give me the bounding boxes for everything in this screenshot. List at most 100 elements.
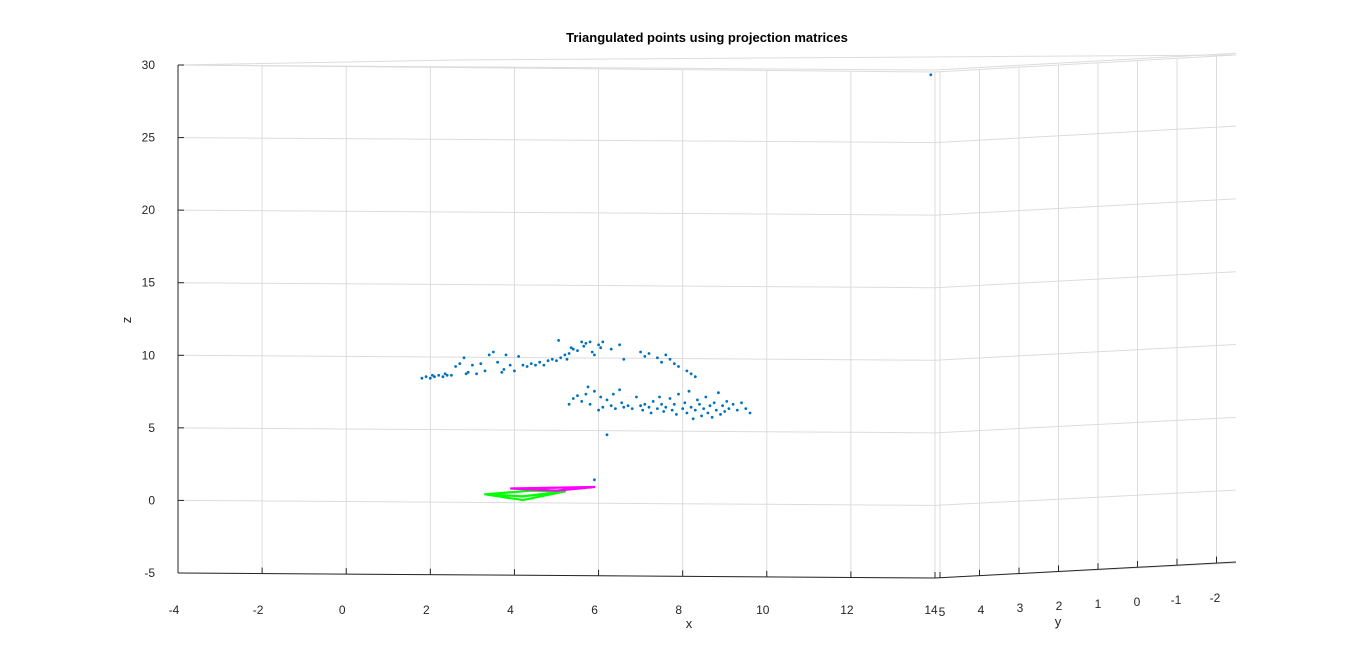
data-point <box>706 411 710 415</box>
data-point <box>693 408 697 412</box>
data-point <box>580 400 584 403</box>
y-tick-labels: 5 4 3 2 1 0 -1 -2 <box>939 591 1221 619</box>
x-tick-label: -2 <box>253 603 264 617</box>
data-point <box>433 375 436 379</box>
data-point <box>593 478 596 482</box>
data-point <box>721 404 724 408</box>
data-point <box>450 373 453 377</box>
data-point <box>420 376 424 380</box>
y-tick-label: 3 <box>1017 601 1024 615</box>
data-point <box>691 417 695 421</box>
data-point <box>664 405 668 409</box>
data-point <box>714 408 718 412</box>
data-point <box>735 408 739 412</box>
data-point <box>471 363 474 367</box>
data-point <box>492 350 495 354</box>
data-point <box>521 363 525 367</box>
data-point <box>660 360 663 364</box>
data-point <box>475 372 478 376</box>
y-tick-label: 2 <box>1056 599 1063 613</box>
data-point <box>670 408 674 412</box>
camera-frustums <box>483 485 596 502</box>
data-point <box>675 413 678 416</box>
data-point <box>681 407 685 410</box>
data-point <box>599 346 603 350</box>
data-point <box>635 395 638 399</box>
data-point <box>605 398 609 402</box>
data-point <box>740 401 743 405</box>
data-point <box>626 404 630 408</box>
data-point <box>687 389 691 393</box>
y-tick-label: -2 <box>1210 591 1221 605</box>
data-point <box>668 357 672 361</box>
data-point <box>586 385 590 389</box>
data-point <box>550 357 554 361</box>
data-point <box>677 365 680 368</box>
data-point <box>569 346 573 350</box>
x-tick-label: 8 <box>675 603 682 617</box>
data-point <box>672 402 676 406</box>
data-point <box>647 352 651 355</box>
x-tick-label: 14 <box>924 603 938 617</box>
data-point <box>546 359 550 363</box>
data-point <box>500 370 504 374</box>
data-point <box>580 340 584 344</box>
data-point <box>618 388 621 392</box>
data-point <box>643 355 647 358</box>
data-point <box>748 411 752 415</box>
data-point <box>538 360 542 364</box>
data-point <box>555 359 558 363</box>
x-axis-label: x <box>686 616 693 631</box>
data-point <box>611 392 615 396</box>
data-point <box>567 402 571 406</box>
data-point <box>744 407 748 410</box>
z-tick-label: 5 <box>148 421 155 435</box>
data-point <box>689 372 693 376</box>
data-point <box>590 350 594 354</box>
data-point <box>660 402 663 406</box>
data-point <box>599 395 603 399</box>
data-point <box>719 413 722 416</box>
data-point <box>443 372 447 376</box>
data-point <box>685 411 689 415</box>
data-point <box>685 369 689 373</box>
data-point <box>656 407 659 410</box>
data-point <box>639 404 642 408</box>
data-point <box>466 370 470 374</box>
y-tick-label: -1 <box>1171 593 1182 607</box>
data-point <box>445 373 449 377</box>
data-point <box>454 365 457 368</box>
data-point <box>630 407 634 410</box>
data-point <box>483 369 487 373</box>
data-point <box>622 357 626 361</box>
data-point <box>571 397 575 400</box>
data-point <box>710 415 714 419</box>
data-point <box>618 343 621 347</box>
data-point <box>576 394 579 397</box>
grid-lines <box>177 52 1237 579</box>
data-point <box>502 368 506 371</box>
y-tick-label: 0 <box>1134 595 1141 609</box>
data-point <box>601 340 605 344</box>
data-point <box>614 407 617 410</box>
data-point <box>565 357 569 361</box>
data-point <box>479 362 483 365</box>
data-point <box>696 398 699 402</box>
y-tick-label: 4 <box>978 603 985 617</box>
data-point <box>664 353 668 357</box>
data-point <box>698 402 701 406</box>
x-tick-label: 4 <box>507 603 514 617</box>
y-axis-label: y <box>1055 614 1062 629</box>
x-tick-label: 10 <box>756 603 770 617</box>
data-point <box>588 340 592 344</box>
data-point <box>693 375 697 379</box>
data-point <box>437 373 441 377</box>
data-point <box>731 402 735 406</box>
data-point <box>672 362 676 365</box>
z-tick-label: 25 <box>142 131 156 145</box>
data-point <box>601 405 605 409</box>
data-point <box>542 363 546 367</box>
data-point <box>708 404 712 408</box>
data-point <box>487 353 491 357</box>
